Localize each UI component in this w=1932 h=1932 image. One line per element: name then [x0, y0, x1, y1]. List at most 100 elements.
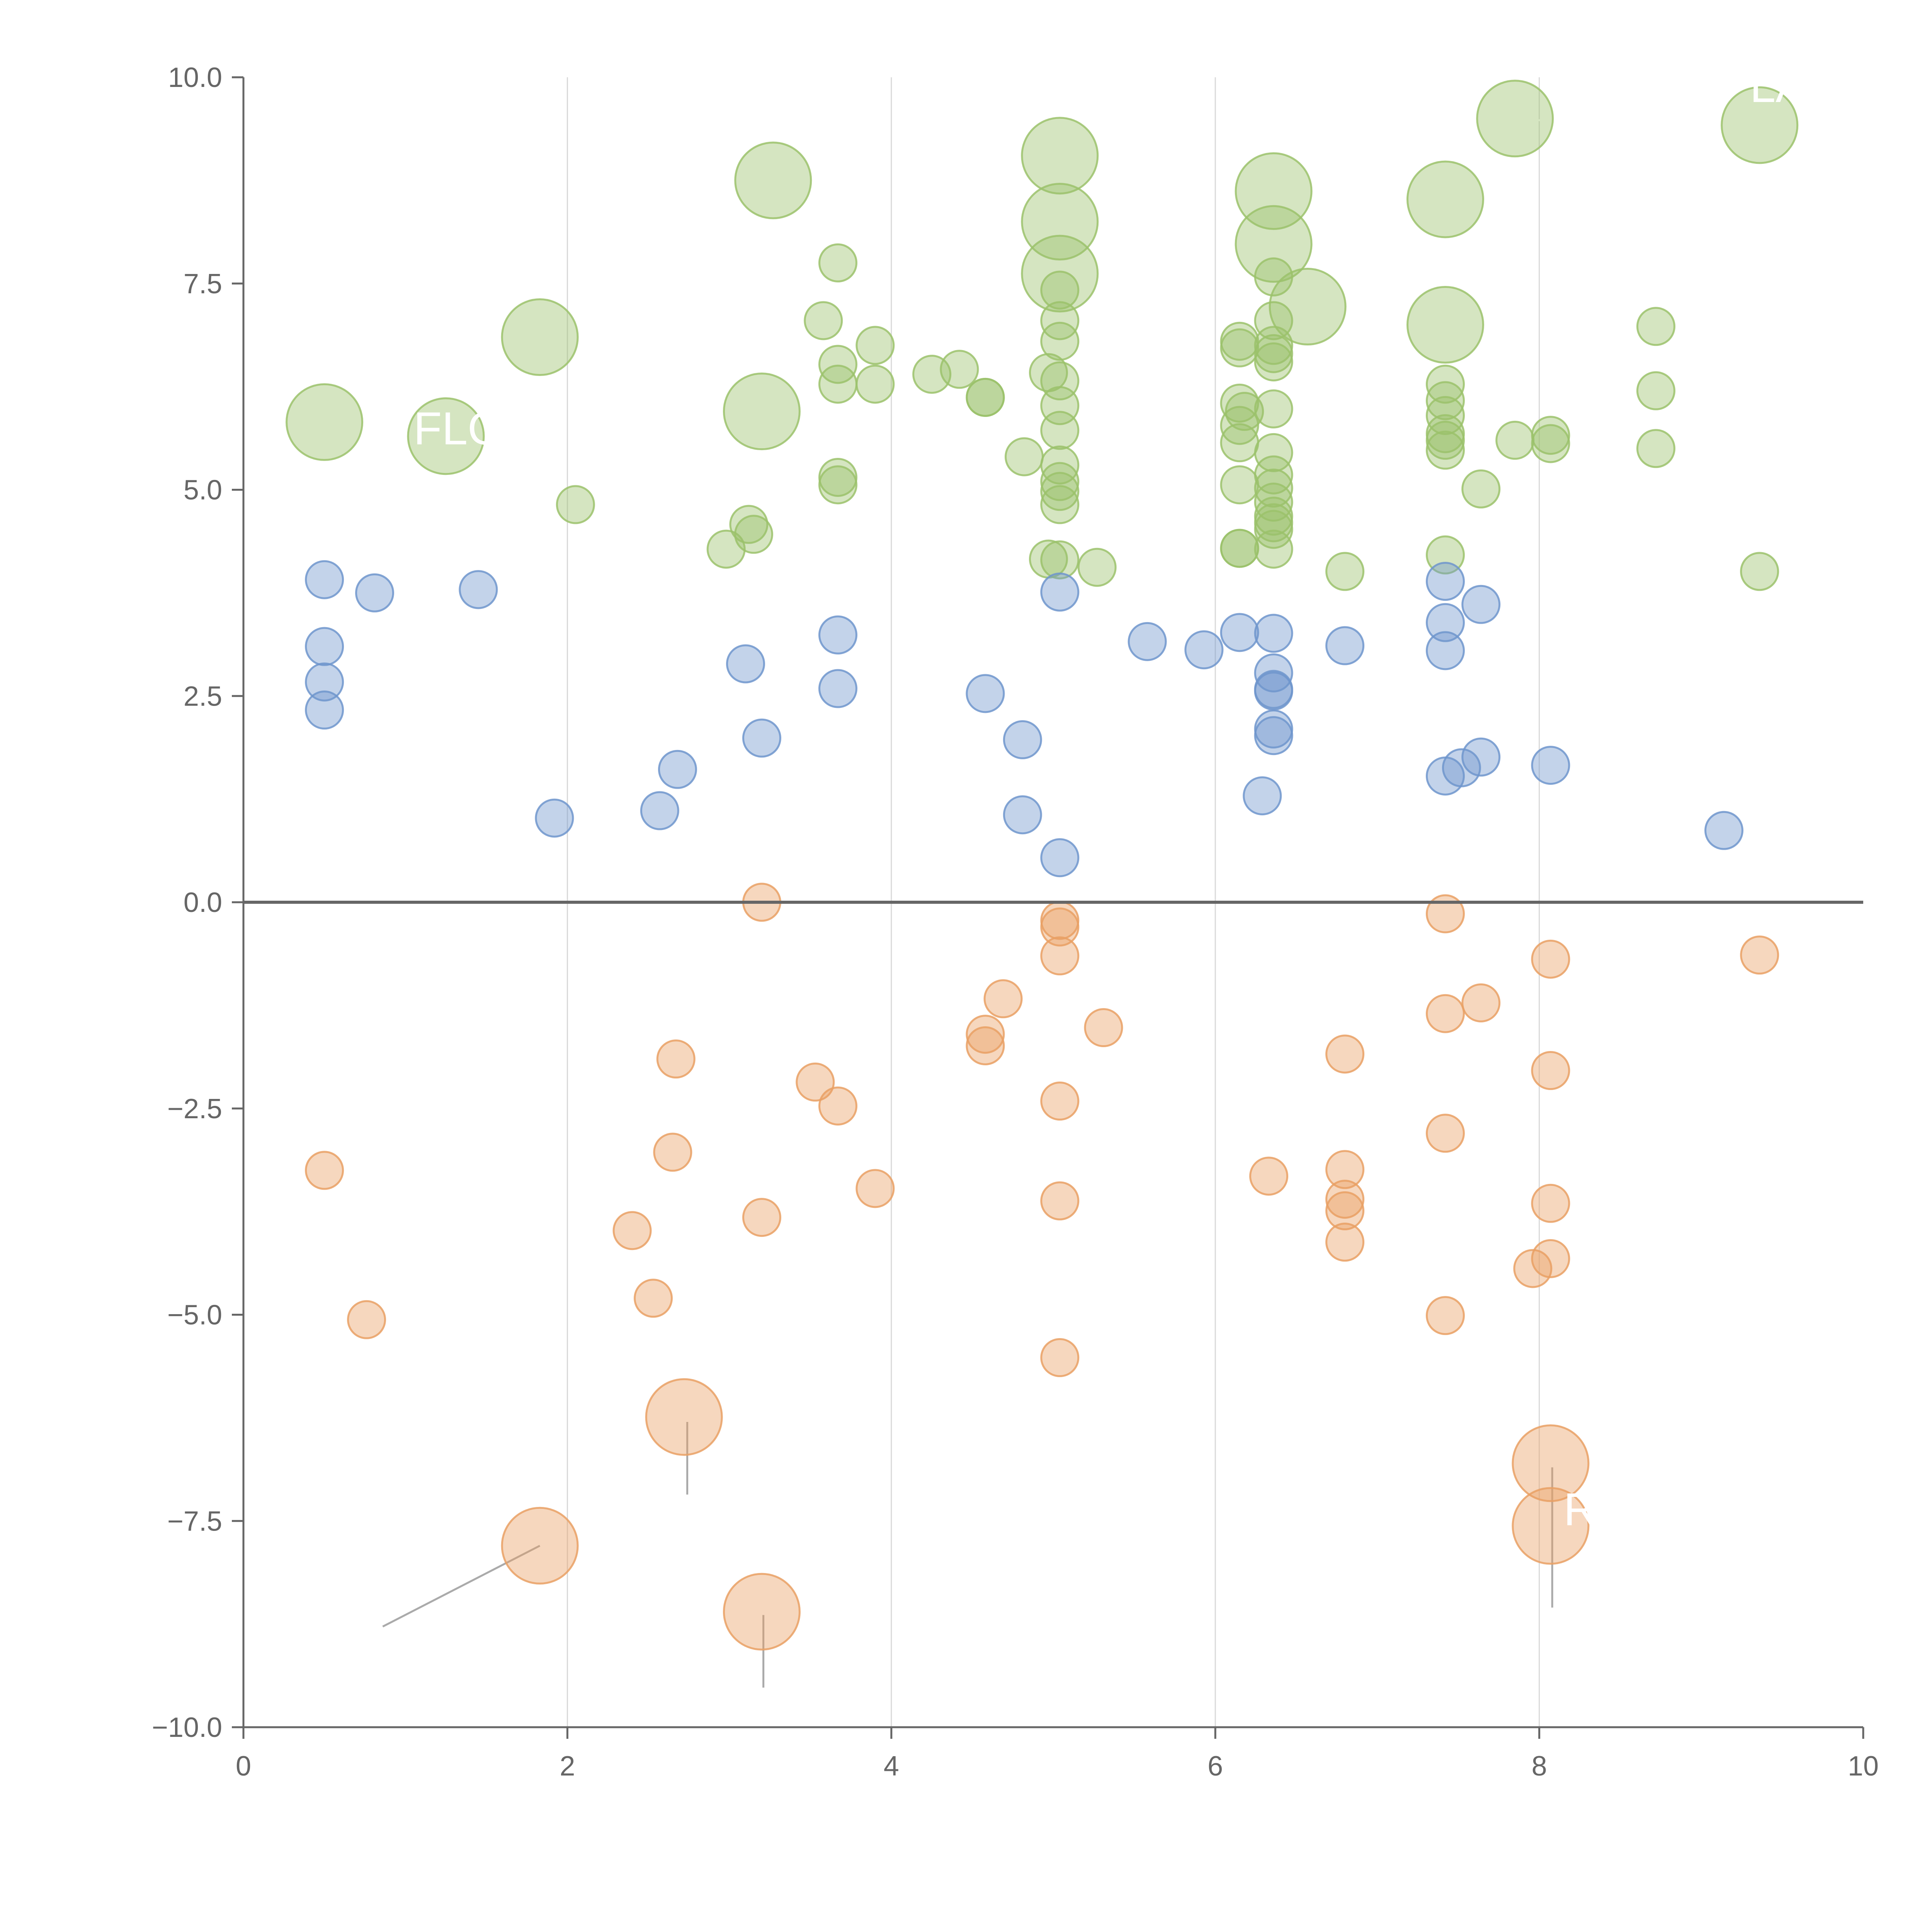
- blue-data-point: [305, 560, 344, 599]
- blue-data-point: [1243, 776, 1282, 816]
- orange-data-point: [305, 1151, 344, 1190]
- blue-data-point: [1425, 561, 1465, 601]
- green-data-point: [1220, 406, 1259, 445]
- orange-data-point: [1531, 939, 1570, 979]
- green-data-point: [1254, 529, 1293, 569]
- green-data-point: [1425, 420, 1465, 460]
- blue-data-point: [1040, 838, 1080, 878]
- orange-data-point: [634, 1279, 673, 1318]
- blue-data-point: [355, 573, 395, 612]
- orange-data-point: [1325, 1191, 1365, 1230]
- green-data-point: [1269, 268, 1347, 346]
- orange-data-point: [656, 1039, 696, 1079]
- green-data-point: [1220, 529, 1259, 568]
- blue-data-point: [1254, 671, 1293, 711]
- blue-data-point: [1220, 613, 1259, 652]
- blue-data-point: [658, 750, 697, 789]
- green-data-point: [1531, 416, 1570, 455]
- green-data-point: [1425, 364, 1465, 404]
- orange-data-point: [796, 1062, 835, 1102]
- green-data-point: [1021, 117, 1099, 195]
- green-data-point: [734, 141, 812, 219]
- orange-data-point: [1040, 907, 1080, 947]
- green-data-point: [818, 345, 857, 384]
- blue-data-point: [640, 791, 679, 830]
- green-data-point: [407, 397, 485, 475]
- orange-data-point: [1040, 936, 1080, 976]
- orange-data-point: [818, 1086, 857, 1126]
- green-data-point: [1235, 205, 1313, 283]
- green-data-point: [501, 298, 579, 376]
- blue-data-point: [1442, 748, 1481, 787]
- green-data-point: [729, 505, 769, 544]
- blue-data-point: [1461, 737, 1501, 777]
- green-data-point: [1040, 411, 1080, 450]
- green-data-point: [1740, 552, 1779, 591]
- green-data-point: [1406, 286, 1484, 364]
- orange-data-point: [645, 1378, 723, 1456]
- orange-data-point: [1425, 1296, 1465, 1335]
- green-data-point: [1406, 160, 1484, 238]
- orange-data-point: [855, 1169, 895, 1208]
- green-data-point: [1425, 430, 1465, 470]
- green-data-point: [734, 515, 773, 554]
- green-data-point: [1254, 334, 1293, 373]
- overlay-label: FLOW: [413, 403, 548, 454]
- orange-data-point: [347, 1300, 386, 1339]
- orange-data-point: [501, 1507, 579, 1585]
- orange-data-point: [1740, 935, 1779, 975]
- green-data-point: [1254, 468, 1293, 508]
- leader-line: [458, 439, 474, 446]
- blue-data-point: [305, 627, 344, 666]
- y-tick-label: −10.0: [152, 1712, 222, 1743]
- orange-data-point: [1512, 1487, 1590, 1565]
- y-tick-label: 10.0: [168, 62, 222, 93]
- green-data-point: [855, 326, 895, 365]
- blue-data-point: [1461, 585, 1501, 624]
- green-data-point: [1254, 510, 1293, 549]
- green-data-point: [1495, 420, 1535, 460]
- blue-data-point: [305, 662, 344, 702]
- blue-data-point: [1325, 626, 1365, 665]
- blue-data-point: [1128, 622, 1167, 661]
- orange-data-point: [1425, 994, 1465, 1033]
- green-data-point: [1254, 389, 1293, 429]
- green-data-point: [818, 243, 857, 282]
- orange-data-point: [742, 1198, 781, 1237]
- leader-line: [1451, 187, 1478, 198]
- leader-line: [1024, 150, 1054, 157]
- x-tick-label: 4: [884, 1751, 899, 1782]
- y-tick-label: 7.5: [184, 269, 222, 299]
- green-data-point: [1040, 472, 1080, 511]
- green-data-point: [818, 465, 857, 505]
- overlay-label: R: [1563, 1483, 1597, 1535]
- leader-line: [761, 175, 770, 182]
- green-data-point: [1220, 328, 1259, 367]
- y-tick-label: −7.5: [167, 1506, 222, 1537]
- blue-data-point: [818, 615, 857, 655]
- green-data-point: [1077, 548, 1117, 587]
- x-tick-label: 0: [236, 1751, 251, 1782]
- green-data-point: [1040, 462, 1080, 501]
- leader-line: [543, 330, 551, 334]
- green-data-point: [1721, 86, 1799, 164]
- leader-line: [1064, 223, 1090, 243]
- green-data-point: [940, 350, 979, 389]
- orange-data-point: [653, 1133, 692, 1172]
- green-data-point: [1040, 270, 1080, 310]
- blue-data-point: [742, 718, 781, 758]
- green-data-point: [1225, 392, 1264, 431]
- orange-data-point: [1512, 1424, 1590, 1502]
- green-data-point: [1254, 257, 1293, 297]
- blue-data-point: [1425, 603, 1465, 642]
- green-data-point: [1254, 483, 1293, 522]
- orange-data-point: [1513, 1249, 1553, 1288]
- orange-data-point: [1084, 1008, 1123, 1048]
- green-data-point: [556, 485, 595, 524]
- blue-data-point: [1184, 630, 1224, 670]
- orange-data-point: [1425, 1114, 1465, 1153]
- blue-data-point: [1040, 572, 1080, 612]
- x-tick-label: 8: [1532, 1751, 1547, 1782]
- green-data-point: [1461, 469, 1501, 509]
